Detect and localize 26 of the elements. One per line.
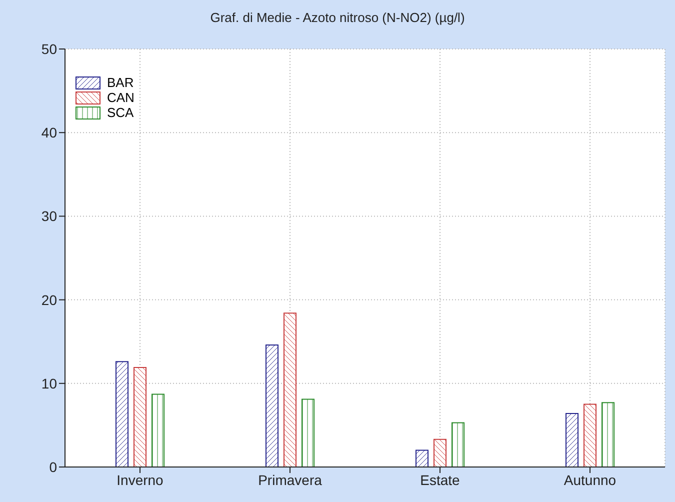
bar (434, 438, 446, 467)
bar (602, 402, 614, 467)
bar (266, 344, 278, 467)
x-tick-label: Autunno (564, 472, 616, 488)
chart-title: Graf. di Medie - Azoto nitroso (N-NO2) (µg/l) (209, 10, 466, 25)
bar (152, 394, 164, 467)
legend-label: CAN (107, 90, 134, 105)
x-tick-label: Inverno (116, 472, 164, 488)
bar (134, 367, 146, 467)
legend-label: BAR (107, 75, 134, 90)
bar (116, 361, 128, 467)
bar (302, 398, 314, 467)
bar (416, 450, 428, 467)
legend-label: SCA (107, 105, 134, 120)
bar (584, 404, 596, 467)
y-tick-label: 10 (41, 375, 58, 392)
y-tick-label: 0 (49, 458, 58, 475)
bar (566, 412, 578, 467)
y-tick-label: 40 (41, 124, 58, 141)
bar (284, 312, 296, 467)
x-tick-label: Primavera (258, 472, 322, 488)
bar (452, 422, 464, 467)
x-tick-label: Estate (420, 472, 460, 488)
y-tick-label: 20 (41, 292, 58, 308)
y-tick-label: 50 (41, 40, 58, 57)
y-tick-label: 30 (41, 208, 58, 224)
